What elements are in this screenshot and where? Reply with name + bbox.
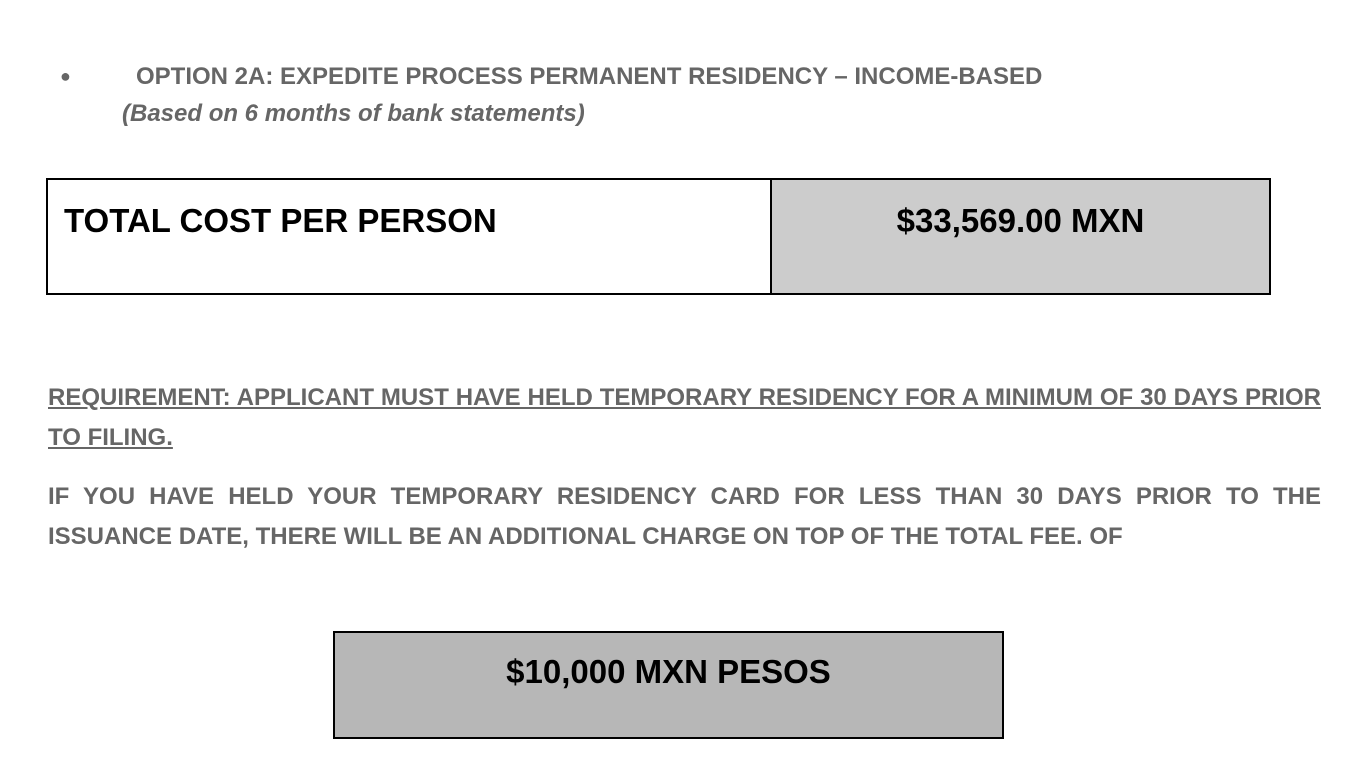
requirement-text: REQUIREMENT: APPLICANT MUST HAVE HELD TE…	[48, 384, 1321, 451]
bullet-icon: ●	[60, 66, 71, 86]
total-cost-label: TOTAL COST PER PERSON	[46, 178, 772, 295]
option-subtitle: (Based on 6 months of bank statements)	[122, 100, 585, 127]
total-cost-value: $33,569.00 MXN	[770, 178, 1271, 295]
cost-table: TOTAL COST PER PERSON $33,569.00 MXN	[46, 178, 1271, 295]
additional-charge-amount: $10,000 MXN PESOS	[506, 653, 831, 690]
option-heading: ● OPTION 2A: EXPEDITE PROCESS PERMANENT …	[60, 58, 1116, 132]
additional-charge-box: $10,000 MXN PESOS	[333, 631, 1004, 739]
option-title: OPTION 2A: EXPEDITE PROCESS PERMANENT RE…	[136, 63, 1043, 90]
additional-charge-note: IF YOU HAVE HELD YOUR TEMPORARY RESIDENC…	[48, 483, 1321, 550]
table-row: TOTAL COST PER PERSON $33,569.00 MXN	[46, 178, 1271, 295]
